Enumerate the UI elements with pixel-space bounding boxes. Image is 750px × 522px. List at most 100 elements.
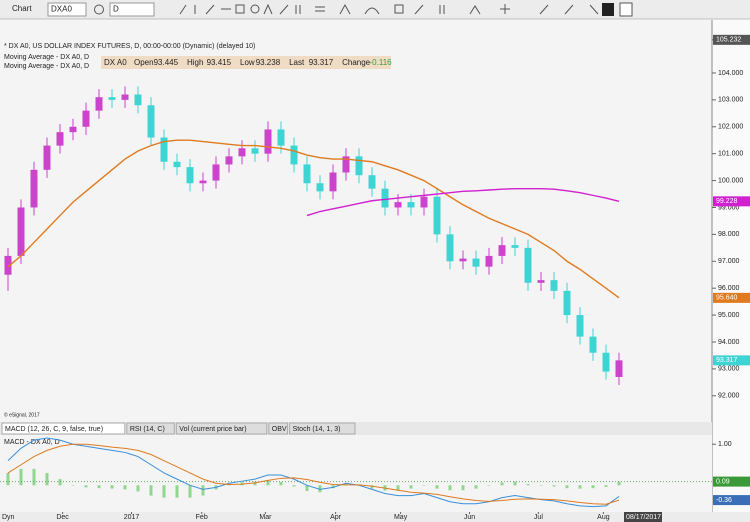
histogram-bar (396, 485, 400, 491)
histogram-bar (201, 485, 205, 496)
histogram-bar (292, 485, 296, 487)
last-value-label-box (713, 196, 750, 207)
last-value-label: -0.36 (716, 497, 732, 504)
histogram-bar (461, 485, 465, 491)
tab[interactable] (1, 422, 126, 435)
histogram-bar (123, 485, 127, 490)
candle-body (576, 315, 584, 337)
last-value-label-box (713, 355, 750, 366)
histogram-bar (578, 485, 582, 489)
candle-body (160, 137, 168, 162)
color-button[interactable] (602, 3, 614, 16)
histogram-bar (45, 472, 49, 486)
candle-body (524, 247, 532, 283)
candle-body (433, 196, 441, 235)
quote-value: -0.116 (370, 58, 393, 67)
quote-label: Open (134, 58, 154, 67)
y-tick-label: 1.00 (718, 441, 732, 448)
candle-body (17, 207, 25, 256)
x-tick-label: Feb (196, 514, 208, 521)
histogram-bar (71, 485, 75, 486)
y-tick-label: 104.000 (718, 70, 743, 77)
date-box (624, 512, 662, 522)
histogram-bar (32, 468, 36, 486)
candle-body (563, 290, 571, 316)
tab-label[interactable]: Stoch (14, 1, 3) (293, 426, 341, 433)
histogram-bar (175, 485, 179, 498)
candle-body (368, 175, 376, 189)
price-axis (712, 20, 750, 522)
x-tick-label: Aug (597, 514, 610, 521)
candle-body (342, 156, 350, 173)
histogram-bar (435, 485, 439, 489)
candle-body (121, 94, 129, 100)
refresh-button[interactable] (94, 4, 104, 15)
candle-body (316, 183, 324, 192)
candle-body (134, 94, 142, 106)
candle-body (251, 148, 259, 154)
candle-body (602, 352, 610, 372)
toolbar-icons[interactable] (179, 3, 599, 15)
candle-body (147, 105, 155, 138)
last-value-label-box (713, 292, 750, 303)
y-tick-label: 102.000 (718, 124, 743, 131)
candle-body (537, 280, 545, 283)
y-tick-label-box (713, 34, 750, 45)
histogram-bar (552, 485, 556, 487)
candle-body (225, 156, 233, 165)
tab-label[interactable]: MACD (12, 26, C, 9, false, true) (5, 426, 103, 433)
tab-label[interactable]: Vol (current price bar) (179, 426, 246, 433)
histogram-bar (58, 479, 62, 486)
copyright: © eSignal, 2017 (4, 411, 40, 418)
candle-body (407, 202, 415, 208)
tab[interactable] (175, 422, 268, 435)
u-button[interactable] (619, 2, 633, 17)
tab[interactable] (289, 422, 356, 435)
histogram-bar (617, 481, 621, 486)
symbol-text: DXA0 (51, 5, 72, 14)
candle-body (329, 172, 337, 192)
candle-body (498, 245, 506, 256)
tab[interactable] (268, 422, 289, 435)
candle-body (615, 360, 623, 377)
tab[interactable] (126, 422, 175, 435)
candle-body (264, 129, 272, 154)
histogram-bar (110, 485, 114, 489)
histogram-bar (604, 485, 608, 487)
histogram-bar (526, 484, 530, 486)
histogram-bar (305, 485, 309, 492)
histogram-bar (500, 482, 504, 486)
candle-body (303, 164, 311, 184)
x-tick-label: Dec (56, 514, 69, 521)
candle-body (511, 245, 519, 248)
tab-label[interactable]: OBV (272, 426, 287, 433)
tab-label[interactable]: RSI (14, C) (130, 426, 165, 433)
moving-average (7, 139, 620, 299)
histogram-bar (409, 485, 413, 489)
histogram-bar (591, 485, 595, 489)
candle-body (199, 180, 207, 184)
interval-input[interactable] (109, 2, 155, 17)
quote-value: 93.317 (309, 58, 334, 67)
window-title: Chart (12, 4, 32, 13)
histogram-bar (279, 482, 283, 486)
y-tick-label: 105.232 (716, 37, 741, 44)
quote-value: 93.415 (207, 58, 232, 67)
quote-label: Change (342, 58, 371, 67)
last-value-label: 0.09 (716, 478, 730, 485)
histogram-bar (539, 485, 543, 486)
mode[interactable]: Dyn (2, 514, 15, 521)
histogram-bar (318, 485, 322, 493)
symbol-input[interactable] (47, 2, 87, 17)
last-value-label: 93.317 (716, 357, 738, 364)
interval-text: D (113, 5, 119, 14)
candle-body (95, 97, 103, 111)
last-value-label-box (713, 476, 750, 487)
candle-body (381, 188, 389, 208)
candle-body (30, 169, 38, 208)
histogram-bar (422, 485, 426, 486)
y-tick-label: 100.000 (718, 177, 743, 184)
quote-box (101, 56, 391, 69)
